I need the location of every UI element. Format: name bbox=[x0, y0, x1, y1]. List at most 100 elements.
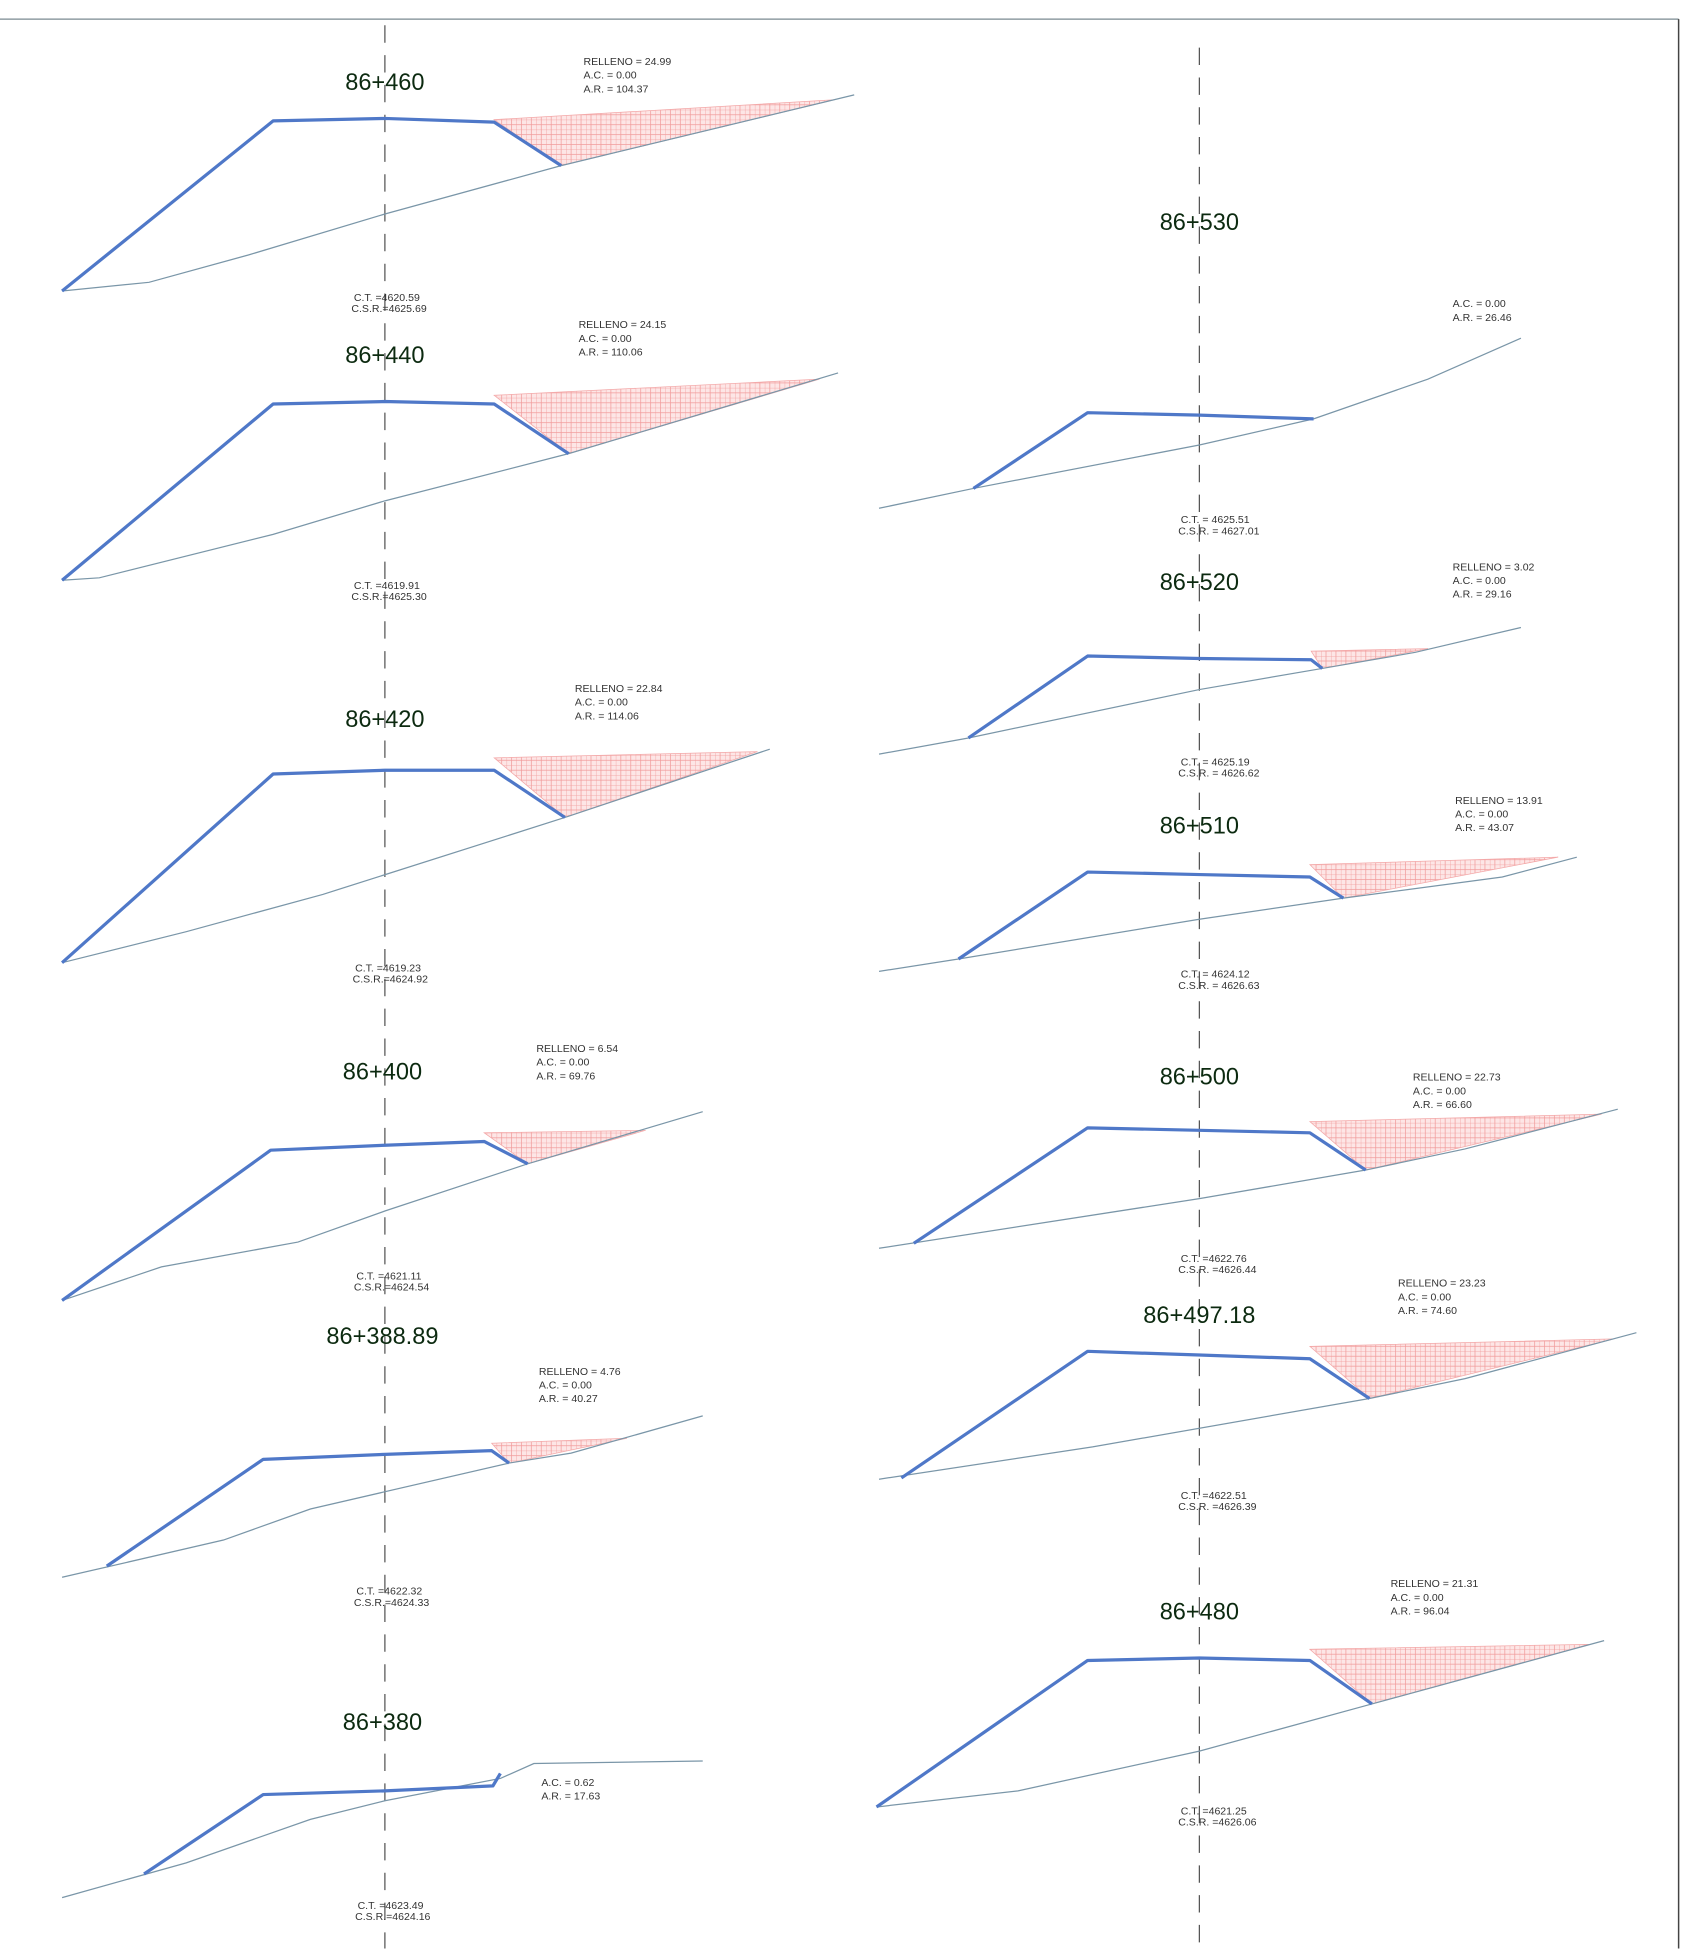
csr-label: C.S.R.=4625.30 bbox=[351, 591, 426, 603]
road-section bbox=[61, 768, 566, 964]
road-section bbox=[143, 1772, 502, 1876]
station-title: 86+400 bbox=[343, 1058, 422, 1084]
fill-area bbox=[1310, 648, 1428, 669]
fill-area bbox=[483, 1129, 646, 1165]
area-label: A.R. = 114.06 bbox=[575, 710, 639, 722]
area-label: A.C. = 0.62 bbox=[541, 1777, 594, 1789]
csr-label: C.S.R.=4625.69 bbox=[351, 303, 426, 315]
station-title: 86+388.89 bbox=[326, 1323, 438, 1349]
station-title: 86+380 bbox=[343, 1709, 422, 1735]
area-label: A.C. = 0.00 bbox=[539, 1380, 592, 1392]
csr-label: C.S.R. =4626.44 bbox=[1178, 1264, 1256, 1276]
area-label: A.R. = 40.27 bbox=[539, 1393, 598, 1405]
ct-label: C.T. =4623.49 bbox=[358, 1900, 424, 1912]
area-label: A.R. = 69.76 bbox=[536, 1070, 595, 1082]
ground-line bbox=[61, 1415, 703, 1578]
fill-area bbox=[1308, 1338, 1615, 1399]
ground-line bbox=[876, 1640, 1605, 1808]
ground-line bbox=[878, 856, 1577, 973]
area-label: RELLENO = 22.73 bbox=[1413, 1072, 1501, 1084]
area-label: RELLENO = 3.02 bbox=[1453, 561, 1535, 573]
road-section bbox=[957, 870, 1345, 961]
road-section bbox=[61, 116, 563, 293]
fill-area bbox=[1308, 1643, 1590, 1705]
area-label: RELLENO = 21.31 bbox=[1391, 1578, 1479, 1590]
station-title: 86+420 bbox=[345, 706, 424, 732]
csr-label: C.S.R.=4624.16 bbox=[355, 1911, 430, 1923]
area-label: A.R. = 96.04 bbox=[1391, 1606, 1450, 1618]
ct-label: C.T. =4619.23 bbox=[355, 962, 421, 974]
ct-label: C.T. =4622.76 bbox=[1181, 1253, 1247, 1265]
ground-line bbox=[61, 748, 770, 964]
ground-line bbox=[61, 1760, 703, 1899]
fill-area bbox=[1308, 1113, 1602, 1171]
ct-label: C.T. =4620.59 bbox=[354, 292, 420, 304]
ground-line bbox=[878, 337, 1522, 509]
road-section bbox=[61, 1139, 529, 1302]
fill-area bbox=[493, 378, 820, 455]
csr-label: C.S.R. = 4626.62 bbox=[1178, 767, 1259, 779]
ct-label: C.T. = 4625.51 bbox=[1181, 514, 1250, 526]
csr-label: C.S.R.=4624.92 bbox=[353, 974, 428, 986]
area-label: A.C. = 0.00 bbox=[1455, 808, 1508, 820]
area-label: A.R. = 43.07 bbox=[1455, 822, 1514, 834]
area-label: RELLENO = 23.23 bbox=[1398, 1278, 1486, 1290]
ct-label: C.T. = 4624.12 bbox=[1181, 969, 1250, 981]
area-label: A.C. = 0.00 bbox=[1398, 1291, 1451, 1303]
csr-label: C.S.R.=4624.33 bbox=[354, 1597, 429, 1609]
road-section bbox=[912, 1126, 1367, 1245]
area-label: A.R. = 104.37 bbox=[584, 83, 649, 95]
station-title: 86+497.18 bbox=[1143, 1302, 1255, 1328]
area-label: RELLENO = 24.99 bbox=[584, 56, 672, 68]
road-section bbox=[967, 654, 1324, 740]
area-label: A.C. = 0.00 bbox=[1391, 1592, 1444, 1604]
station-title: 86+440 bbox=[345, 342, 424, 368]
area-label: A.R. = 66.60 bbox=[1413, 1099, 1472, 1111]
road-section bbox=[972, 411, 1314, 490]
fill-area bbox=[493, 751, 758, 818]
area-label: A.C. = 0.00 bbox=[579, 333, 632, 345]
area-label: A.R. = 29.16 bbox=[1453, 589, 1512, 601]
ground-line bbox=[62, 94, 855, 292]
station-title: 86+480 bbox=[1160, 1599, 1239, 1625]
station-title: 86+500 bbox=[1160, 1063, 1239, 1089]
ct-label: C.T. =4619.91 bbox=[354, 580, 420, 592]
ground-line bbox=[878, 626, 1522, 755]
area-label: A.R. = 26.46 bbox=[1453, 312, 1512, 324]
road-section bbox=[875, 1656, 1373, 1809]
area-label: RELLENO = 24.15 bbox=[579, 319, 667, 331]
area-label: A.C. = 0.00 bbox=[1453, 298, 1506, 310]
station-title: 86+460 bbox=[345, 69, 424, 95]
csr-label: C.S.R. = 4626.63 bbox=[1178, 980, 1259, 992]
ct-label: C.T. =4622.51 bbox=[1181, 1490, 1247, 1502]
area-label: A.C. = 0.00 bbox=[1453, 575, 1506, 587]
area-label: RELLENO = 6.54 bbox=[536, 1043, 618, 1055]
ct-label: C.T. =4621.25 bbox=[1181, 1805, 1247, 1817]
fill-area bbox=[1308, 856, 1559, 899]
area-label: A.C. = 0.00 bbox=[584, 70, 637, 82]
station-title: 86+510 bbox=[1160, 813, 1239, 839]
ground-line bbox=[62, 372, 839, 581]
ct-label: C.T. =4621.11 bbox=[356, 1270, 421, 1282]
area-label: A.R. = 74.60 bbox=[1398, 1305, 1457, 1317]
area-label: A.R. = 17.63 bbox=[541, 1791, 600, 1803]
road-section bbox=[61, 399, 570, 582]
csr-label: C.S.R.=4624.54 bbox=[354, 1281, 429, 1293]
ct-label: C.T. = 4625.19 bbox=[1181, 756, 1250, 768]
station-title: 86+530 bbox=[1160, 209, 1239, 235]
area-label: RELLENO = 13.91 bbox=[1455, 795, 1543, 807]
ground-line bbox=[61, 1111, 703, 1302]
csr-label: C.S.R. =4626.39 bbox=[1178, 1501, 1256, 1513]
area-label: RELLENO = 22.84 bbox=[575, 683, 663, 695]
area-label: RELLENO = 4.76 bbox=[539, 1366, 621, 1378]
area-label: A.C. = 0.00 bbox=[536, 1057, 589, 1069]
road-section bbox=[105, 1449, 510, 1568]
area-label: A.C. = 0.00 bbox=[575, 697, 628, 709]
fill-area bbox=[490, 1437, 628, 1464]
station-title: 86+520 bbox=[1160, 569, 1239, 595]
ct-label: C.T. =4622.32 bbox=[356, 1586, 422, 1598]
road-section bbox=[900, 1349, 1371, 1480]
csr-label: C.S.R. =4626.06 bbox=[1178, 1817, 1256, 1829]
area-label: A.C. = 0.00 bbox=[1413, 1085, 1466, 1097]
